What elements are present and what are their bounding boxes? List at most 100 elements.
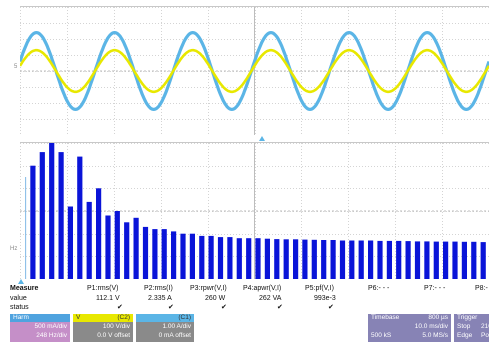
status-row-label: status: [10, 304, 29, 311]
harmonic-bar-24: [246, 238, 252, 279]
param-label-p7[interactable]: P7:- - -: [424, 285, 446, 292]
harmonic-bar-11: [124, 222, 130, 279]
harmonic-bar-49: [480, 242, 486, 279]
status-check-icon: ✔: [328, 304, 334, 311]
harm-title: Harm: [10, 314, 70, 322]
harmonic-bar-3: [49, 143, 55, 279]
status-check-icon: ✔: [168, 304, 174, 311]
harmonic-bar-33: [330, 240, 336, 279]
measure-title: Measure: [10, 285, 39, 292]
param-label-p2[interactable]: P2:rms(I): [144, 285, 173, 292]
harmonic-bar-25: [255, 238, 261, 279]
timebase-title: Timebase 800 µs: [368, 314, 451, 322]
measure-status-row: status ✔ ✔ ✔ ✔ ✔: [0, 303, 489, 312]
timebase-settings: 10.0 ms/div 500 kS 5.0 MS/s: [368, 322, 451, 342]
harmonic-bar-10: [114, 211, 120, 279]
channel-c2-descriptor[interactable]: V (C2) 100 V/div 0.0 V offset: [73, 314, 133, 342]
harmonic-bar-48: [471, 241, 477, 279]
harmonic-bar-16: [171, 231, 177, 279]
harmonic-bar-40: [396, 240, 402, 279]
param-value-p4: 262 VA: [259, 295, 282, 302]
harmonic-bar-32: [321, 240, 327, 279]
measure-table: Measure P1:rms(V) P2:rms(I) P3:rpwr(V,I)…: [0, 284, 489, 314]
harmonic-bar-20: [208, 235, 214, 279]
trace-v: [20, 48, 489, 94]
harmonic-bar-28: [283, 239, 289, 279]
harmonic-bar-1: [30, 165, 36, 279]
harmonic-bar-47: [461, 241, 467, 279]
harmonic-bar-46: [452, 241, 458, 279]
param-label-p4[interactable]: P4:apwr(V,I): [243, 285, 282, 292]
harmonic-bar-41: [405, 241, 411, 279]
harmonics-grid[interactable]: [20, 142, 489, 279]
harmonic-bar-35: [349, 240, 355, 279]
harmonic-bar-45: [443, 241, 449, 279]
harmonic-bar-21: [217, 237, 224, 279]
param-label-p6[interactable]: P6:- - -: [368, 285, 390, 292]
harmonic-bar-23: [236, 238, 242, 279]
harmonic-bar-37: [368, 240, 374, 279]
harmonic-bar-12: [133, 217, 139, 279]
c1-title: (C1): [136, 314, 194, 322]
measure-header-row: Measure P1:rms(V) P2:rms(I) P3:rpwr(V,I)…: [0, 284, 489, 293]
status-check-icon: ✔: [221, 304, 227, 311]
waveform-grid[interactable]: [20, 6, 489, 135]
harm-descriptor[interactable]: Harm 500 mA/div 248 Hz/div: [10, 314, 70, 342]
harmonic-bar-36: [358, 240, 364, 279]
harmonic-bar-31: [311, 239, 317, 279]
param-value-p1: 112.1 V: [96, 295, 120, 302]
harmonic-bar-7: [86, 201, 92, 279]
channel-c1-descriptor[interactable]: (C1) 1.00 A/div 0 mA offset: [136, 314, 194, 342]
harmonics-chart: [20, 143, 489, 279]
harmonic-bar-38: [377, 240, 383, 279]
harmonic-bar-27: [274, 239, 280, 279]
param-label-p8[interactable]: P8:-: [475, 285, 488, 292]
harmonic-bar-15: [161, 229, 167, 279]
harmonic-bar-18: [189, 233, 195, 279]
measure-value-row: value 112.1 V 2.335 A 260 W 262 VA 993e-…: [0, 294, 489, 303]
param-value-p2: 2.335 A: [148, 295, 172, 302]
harmonic-bar-29: [293, 239, 299, 279]
trigger-descriptor[interactable]: Trigger Stop210 EdgePositi: [454, 314, 489, 342]
harmonic-bar-17: [180, 233, 186, 279]
harmonics-axis-marker: Hz: [10, 246, 18, 252]
harmonic-bar-8: [96, 188, 102, 279]
waveform-gridlines: [20, 7, 489, 135]
status-check-icon: ✔: [277, 304, 283, 311]
harmonic-bar-14: [152, 229, 158, 279]
trigger-position-marker[interactable]: [259, 136, 265, 141]
harmonic-bar-19: [199, 235, 205, 279]
harmonic-bar-42: [414, 241, 421, 279]
harmonic-bar-13: [142, 226, 149, 279]
c2-settings: 100 V/div 0.0 V offset: [73, 322, 133, 342]
c1-settings: 1.00 A/div 0 mA offset: [136, 322, 194, 342]
harmonic-bar-39: [386, 240, 392, 279]
trace-i: [20, 30, 489, 112]
param-label-p5[interactable]: P5:pf(V,I): [305, 285, 334, 292]
timebase-descriptor[interactable]: Timebase 800 µs 10.0 ms/div 500 kS 5.0 MS…: [368, 314, 451, 342]
param-label-p3[interactable]: P3:rpwr(V,I): [190, 285, 227, 292]
harmonic-bar-34: [339, 240, 346, 279]
harmonic-bar-2: [39, 152, 45, 279]
trigger-title: Trigger: [454, 314, 489, 322]
harmonic-bar-22: [227, 237, 233, 279]
harmonic-bar-5: [67, 206, 73, 279]
harmonic-bar-43: [424, 241, 430, 279]
harmonic-bar-26: [264, 238, 270, 279]
param-value-p5: 993e-3: [314, 295, 336, 302]
harmonic-bar-6: [77, 156, 83, 279]
harmonic-bar-44: [433, 241, 439, 279]
harmonic-bar-9: [105, 215, 111, 279]
param-label-p1[interactable]: P1:rms(V): [87, 285, 119, 292]
status-check-icon: ✔: [117, 304, 123, 311]
waveform-axis-marker: 5: [14, 64, 18, 70]
value-row-label: value: [10, 295, 27, 302]
harmonics-origin-marker: [18, 279, 24, 284]
param-value-p3: 260 W: [205, 295, 226, 302]
harmonic-bar-30: [302, 239, 308, 279]
harmonic-bar-4: [58, 152, 64, 279]
harm-settings: 500 mA/div 248 Hz/div: [10, 322, 70, 342]
trigger-settings: Stop210 EdgePositi: [454, 322, 489, 342]
c2-title: V (C2): [73, 314, 133, 322]
